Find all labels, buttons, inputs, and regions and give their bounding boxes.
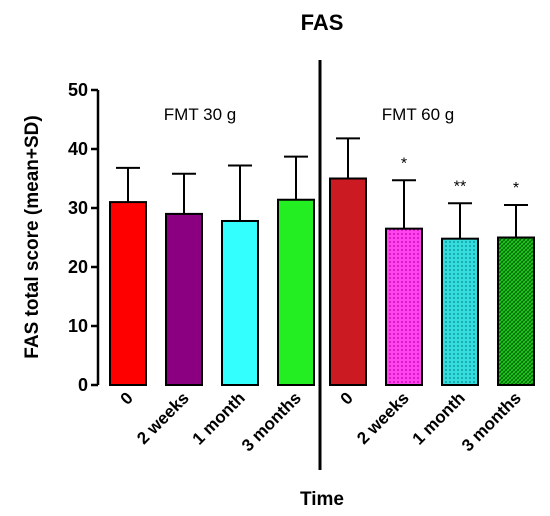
significance-1-1: *	[401, 155, 407, 172]
y-tick-label-10: 10	[68, 316, 88, 336]
bar-1-3	[497, 236, 535, 386]
y-tick-label-0: 0	[78, 375, 88, 395]
bar-1-2	[441, 237, 479, 386]
x-tick-label-1-0: 0	[337, 388, 357, 408]
bar-1-0	[329, 177, 367, 386]
x-tick-label-0-3: 3 months	[238, 388, 305, 455]
group-label-0: FMT 30 g	[164, 105, 236, 124]
y-tick-label-50: 50	[68, 80, 88, 100]
x-tick-label-0-1: 2 weeks	[133, 388, 193, 448]
x-tick-label-0-0: 0	[117, 388, 137, 408]
y-axis-title: FAS total score (mean+SD)	[22, 115, 43, 358]
significance-1-2: **	[454, 178, 466, 195]
x-tick-label-1-3: 3 months	[458, 388, 525, 455]
bar-0-0	[109, 201, 147, 386]
group-label-1: FMT 60 g	[382, 105, 454, 124]
y-tick-label-40: 40	[68, 139, 88, 159]
bar-0-3	[277, 198, 315, 386]
x-tick-label-1-1: 2 weeks	[353, 388, 413, 448]
y-tick-label-30: 30	[68, 198, 88, 218]
significance-1-3: *	[513, 180, 519, 197]
bar-0-2	[221, 219, 259, 386]
x-axis-title: Time	[300, 489, 344, 510]
y-tick-label-20: 20	[68, 257, 88, 277]
chart-title: FAS	[301, 10, 344, 35]
bar-0-1	[165, 212, 203, 386]
bar-1-1	[385, 227, 423, 386]
